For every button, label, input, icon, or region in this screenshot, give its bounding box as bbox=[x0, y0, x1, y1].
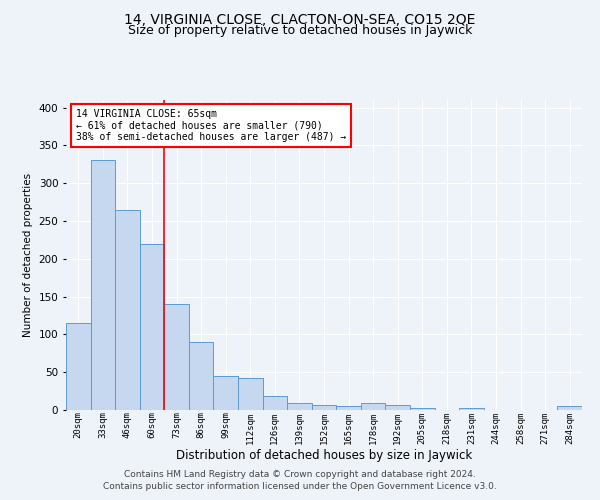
X-axis label: Distribution of detached houses by size in Jaywick: Distribution of detached houses by size … bbox=[176, 449, 472, 462]
Bar bbox=[263, 396, 287, 410]
Bar bbox=[140, 244, 164, 410]
Bar bbox=[459, 408, 484, 410]
Bar bbox=[361, 403, 385, 410]
Text: Contains HM Land Registry data © Crown copyright and database right 2024.: Contains HM Land Registry data © Crown c… bbox=[124, 470, 476, 479]
Bar bbox=[66, 323, 91, 410]
Bar bbox=[385, 406, 410, 410]
Bar bbox=[336, 406, 361, 410]
Bar bbox=[115, 210, 140, 410]
Bar bbox=[557, 406, 582, 410]
Bar bbox=[287, 403, 312, 410]
Text: 14, VIRGINIA CLOSE, CLACTON-ON-SEA, CO15 2QE: 14, VIRGINIA CLOSE, CLACTON-ON-SEA, CO15… bbox=[124, 12, 476, 26]
Bar bbox=[410, 408, 434, 410]
Text: Contains public sector information licensed under the Open Government Licence v3: Contains public sector information licen… bbox=[103, 482, 497, 491]
Bar bbox=[164, 304, 189, 410]
Bar bbox=[189, 342, 214, 410]
Text: 14 VIRGINIA CLOSE: 65sqm
← 61% of detached houses are smaller (790)
38% of semi-: 14 VIRGINIA CLOSE: 65sqm ← 61% of detach… bbox=[76, 110, 347, 142]
Y-axis label: Number of detached properties: Number of detached properties bbox=[23, 173, 33, 337]
Bar bbox=[312, 406, 336, 410]
Text: Size of property relative to detached houses in Jaywick: Size of property relative to detached ho… bbox=[128, 24, 472, 37]
Bar bbox=[91, 160, 115, 410]
Bar bbox=[214, 376, 238, 410]
Bar bbox=[238, 378, 263, 410]
